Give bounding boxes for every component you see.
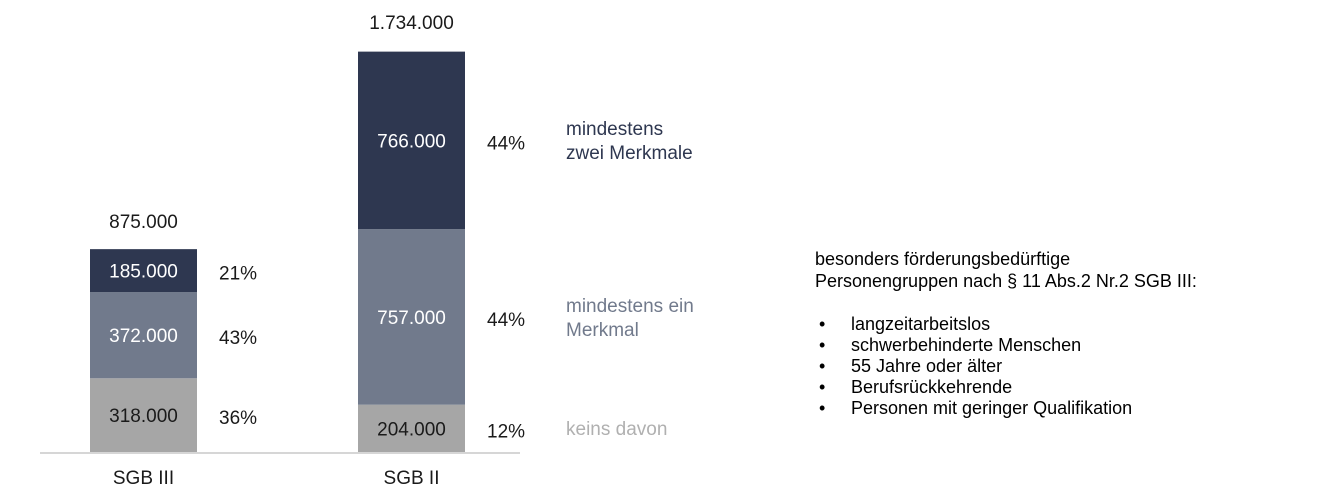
note-title: besonders förderungsbedürftige Personeng…: [815, 249, 1197, 291]
share-label: 36%: [219, 408, 257, 429]
share-label: 44%: [487, 133, 525, 154]
legend-entry: mindestens zwei Merkmale: [566, 119, 693, 165]
bar-segment: [90, 378, 197, 452]
note: besonders förderungsbedürftige Personeng…: [815, 248, 1197, 419]
share-label: 21%: [219, 264, 257, 285]
note-item: 55 Jahre oder älter: [815, 356, 1197, 377]
share-label: 12%: [487, 421, 525, 442]
value-label: 766.000: [377, 131, 446, 152]
note-item: langzeitarbeitslos: [815, 314, 1197, 335]
value-label: 757.000: [377, 308, 446, 329]
legend-entry: keins davon: [566, 419, 668, 441]
bar-segment: [90, 249, 197, 293]
note-list: langzeitarbeitslosschwerbehinderte Mensc…: [815, 314, 1197, 419]
bar-segment: [358, 229, 465, 405]
share-label: 43%: [219, 328, 257, 349]
bar-segment: [358, 404, 465, 452]
x-tick-label: SGB II: [384, 468, 440, 489]
bar-segment: [90, 292, 197, 379]
share-label: 44%: [487, 310, 525, 331]
value-label: 318.000: [109, 406, 178, 427]
x-tick-label: SGB III: [113, 468, 174, 489]
value-label: 185.000: [109, 262, 178, 283]
total-label: 1.734.000: [369, 13, 454, 34]
note-item: schwerbehinderte Menschen: [815, 335, 1197, 356]
value-label: 204.000: [377, 419, 446, 440]
note-item: Personen mit geringer Qualifikation: [815, 398, 1197, 419]
total-label: 875.000: [109, 212, 178, 233]
bar-segment: [358, 51, 465, 230]
value-label: 372.000: [109, 326, 178, 347]
legend-entry: mindestens ein Merkmal: [566, 295, 694, 341]
note-item: Berufsrückkehrende: [815, 377, 1197, 398]
